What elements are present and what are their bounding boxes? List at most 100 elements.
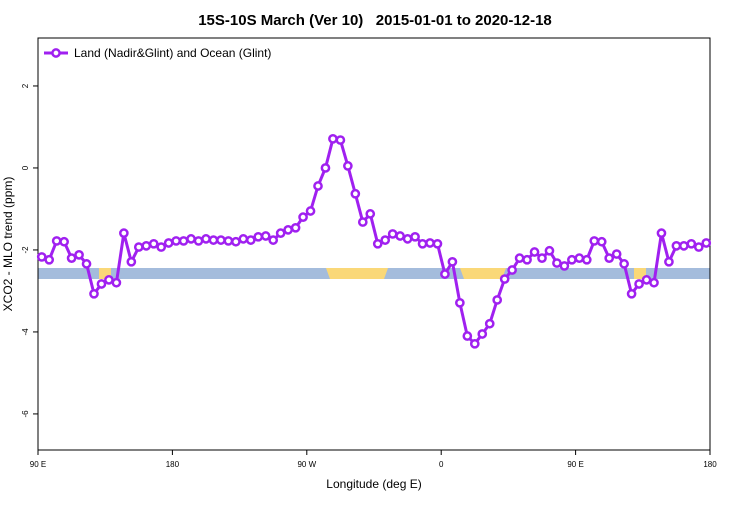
data-point xyxy=(455,297,465,308)
data-point xyxy=(693,242,704,252)
data-point xyxy=(245,235,256,245)
data-point xyxy=(74,250,84,260)
data-point xyxy=(238,234,249,244)
data-point xyxy=(477,329,488,339)
data-point xyxy=(343,161,353,171)
data-point xyxy=(298,212,308,222)
data-point xyxy=(462,331,473,341)
y-tick-label: 2 xyxy=(21,83,30,88)
data-point xyxy=(469,338,480,349)
data-point xyxy=(664,256,674,267)
data-point xyxy=(581,254,592,265)
data-point xyxy=(626,288,637,299)
data-point xyxy=(679,240,689,251)
data-point xyxy=(567,254,577,265)
data-point xyxy=(492,295,503,305)
x-tick-label: 90 E xyxy=(30,460,46,469)
data-point xyxy=(357,217,368,227)
data-point xyxy=(656,228,667,238)
land-segment xyxy=(326,268,388,279)
data-point xyxy=(380,235,391,245)
legend-marker xyxy=(51,48,61,58)
y-tick-label: -6 xyxy=(21,410,30,418)
data-point xyxy=(283,225,293,235)
data-point xyxy=(216,235,226,245)
y-tick-label: -2 xyxy=(21,246,30,254)
land-segment xyxy=(634,268,646,279)
data-point xyxy=(671,240,682,251)
data-point xyxy=(320,163,331,173)
data-point xyxy=(544,245,555,256)
data-point xyxy=(253,231,264,242)
x-axis-label: Longitude (deg E) xyxy=(326,477,421,491)
data-point xyxy=(440,269,450,279)
data-point xyxy=(44,254,55,265)
data-point xyxy=(268,235,279,245)
x-tick-label: 180 xyxy=(166,460,180,469)
y-tick-label: 0 xyxy=(21,165,30,170)
data-point xyxy=(589,236,600,246)
data-point xyxy=(514,253,525,263)
y-axis-label: XCO2 - MLO trend (ppm) xyxy=(1,177,15,312)
data-point xyxy=(36,252,47,262)
data-point xyxy=(604,253,615,263)
data-point xyxy=(163,238,174,248)
data-point xyxy=(119,228,129,238)
x-tick-label: 0 xyxy=(439,460,444,469)
land-segment xyxy=(460,268,506,279)
data-point xyxy=(104,275,114,285)
data-point xyxy=(275,228,286,238)
data-point xyxy=(186,234,196,244)
data-point xyxy=(402,234,413,244)
data-point xyxy=(499,274,510,284)
data-point xyxy=(507,265,517,275)
data-point xyxy=(111,277,122,288)
data-point xyxy=(350,188,361,199)
x-tick-label: 180 xyxy=(703,460,717,469)
data-point xyxy=(395,231,405,241)
data-point xyxy=(201,234,211,244)
data-point xyxy=(447,256,458,267)
data-point xyxy=(634,279,644,289)
data-point xyxy=(96,279,107,289)
x-tick-label: 90 E xyxy=(567,460,583,469)
data-point xyxy=(529,247,540,257)
data-point xyxy=(313,181,323,191)
land-segment xyxy=(99,268,111,279)
data-point xyxy=(66,253,77,263)
data-point xyxy=(537,253,547,263)
data-point xyxy=(522,254,532,265)
data-point xyxy=(365,209,376,219)
y-tick-label: -4 xyxy=(21,328,30,336)
land-ocean-band xyxy=(38,268,710,279)
data-point xyxy=(208,235,219,245)
data-point xyxy=(141,240,152,251)
data-point xyxy=(328,133,338,144)
x-tick-label: 90 W xyxy=(297,460,316,469)
data-point xyxy=(89,288,99,299)
data-point xyxy=(649,277,659,288)
data-point xyxy=(432,238,443,249)
data-point xyxy=(417,238,428,249)
data-point xyxy=(305,206,316,216)
data-point xyxy=(484,318,495,329)
data-point xyxy=(51,236,62,246)
data-point xyxy=(59,236,69,247)
data-point xyxy=(193,236,204,246)
data-point xyxy=(126,256,137,267)
data-point xyxy=(335,135,346,145)
data-point xyxy=(290,222,301,233)
data-point xyxy=(231,236,241,247)
data-point xyxy=(372,238,383,249)
data-point xyxy=(701,238,712,248)
data-point xyxy=(686,238,697,249)
data-point xyxy=(156,242,167,252)
data-point xyxy=(260,231,271,241)
data-point xyxy=(559,261,570,271)
data-point xyxy=(387,229,398,239)
data-point xyxy=(641,275,652,285)
data-point xyxy=(425,238,435,248)
chart-title: 15S-10S March (Ver 10) 2015-01-01 to 202… xyxy=(198,12,552,29)
